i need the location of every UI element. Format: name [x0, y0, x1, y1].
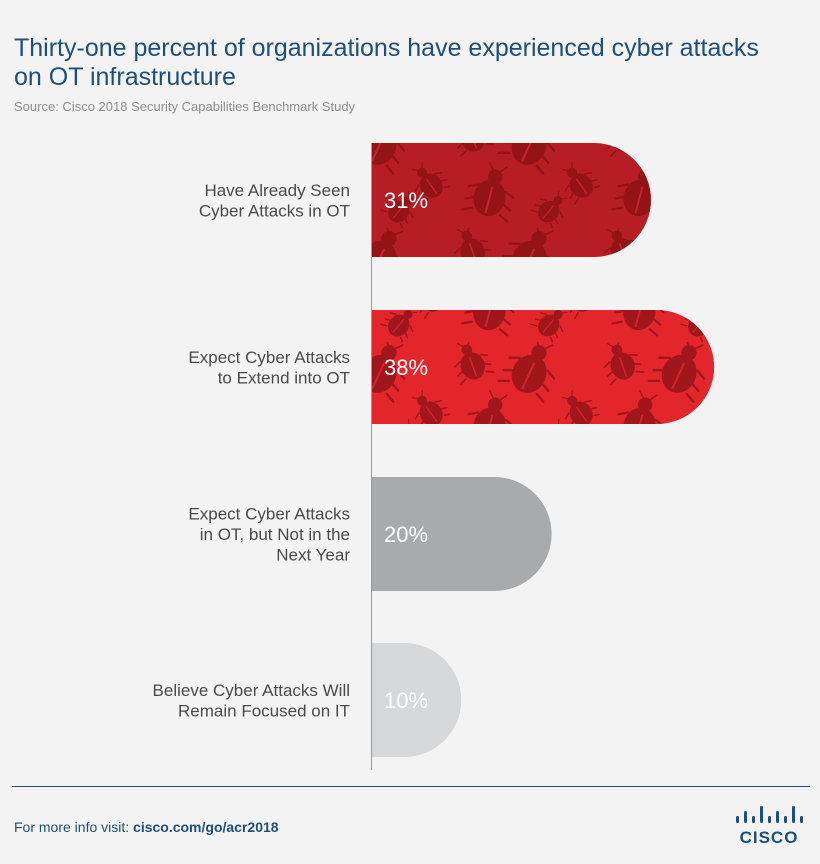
footer-info: For more info visit: cisco.com/go/acr201…	[14, 819, 279, 835]
cisco-logo: CISCO	[733, 803, 805, 847]
cisco-logo-text: CISCO	[739, 828, 799, 847]
footer-divider	[12, 786, 810, 787]
bar-value-label: 38%	[384, 355, 428, 380]
category-label: Expect Cyber Attacks to Extend into OT	[188, 348, 350, 388]
footer-link[interactable]: cisco.com/go/acr2018	[133, 819, 279, 835]
bar-value-label: 10%	[384, 688, 428, 713]
bar	[371, 477, 552, 591]
bar-value-label: 31%	[384, 188, 428, 213]
footer-prefix: For more info visit:	[14, 819, 134, 835]
category-label: Expect Cyber Attacks in OT, but Not in th…	[188, 505, 350, 565]
category-label: Believe Cyber Attacks Will Remain Focused…	[153, 681, 350, 721]
bar-bug-pattern	[371, 310, 715, 424]
bar-chart: 31% Have Already Seen Cyber Attacks in OT 3…	[153, 143, 715, 770]
chart-source: Source: Cisco 2018 Security Capabilities…	[14, 99, 356, 114]
bar	[371, 643, 462, 757]
cisco-bridge-icon	[736, 806, 803, 823]
category-label: Have Already Seen Cyber Attacks in OT	[199, 181, 350, 221]
bar-bug-pattern	[371, 143, 651, 257]
bar-value-label: 20%	[384, 522, 428, 547]
chart-title: Thirty-one percent of organizations have…	[14, 34, 759, 91]
